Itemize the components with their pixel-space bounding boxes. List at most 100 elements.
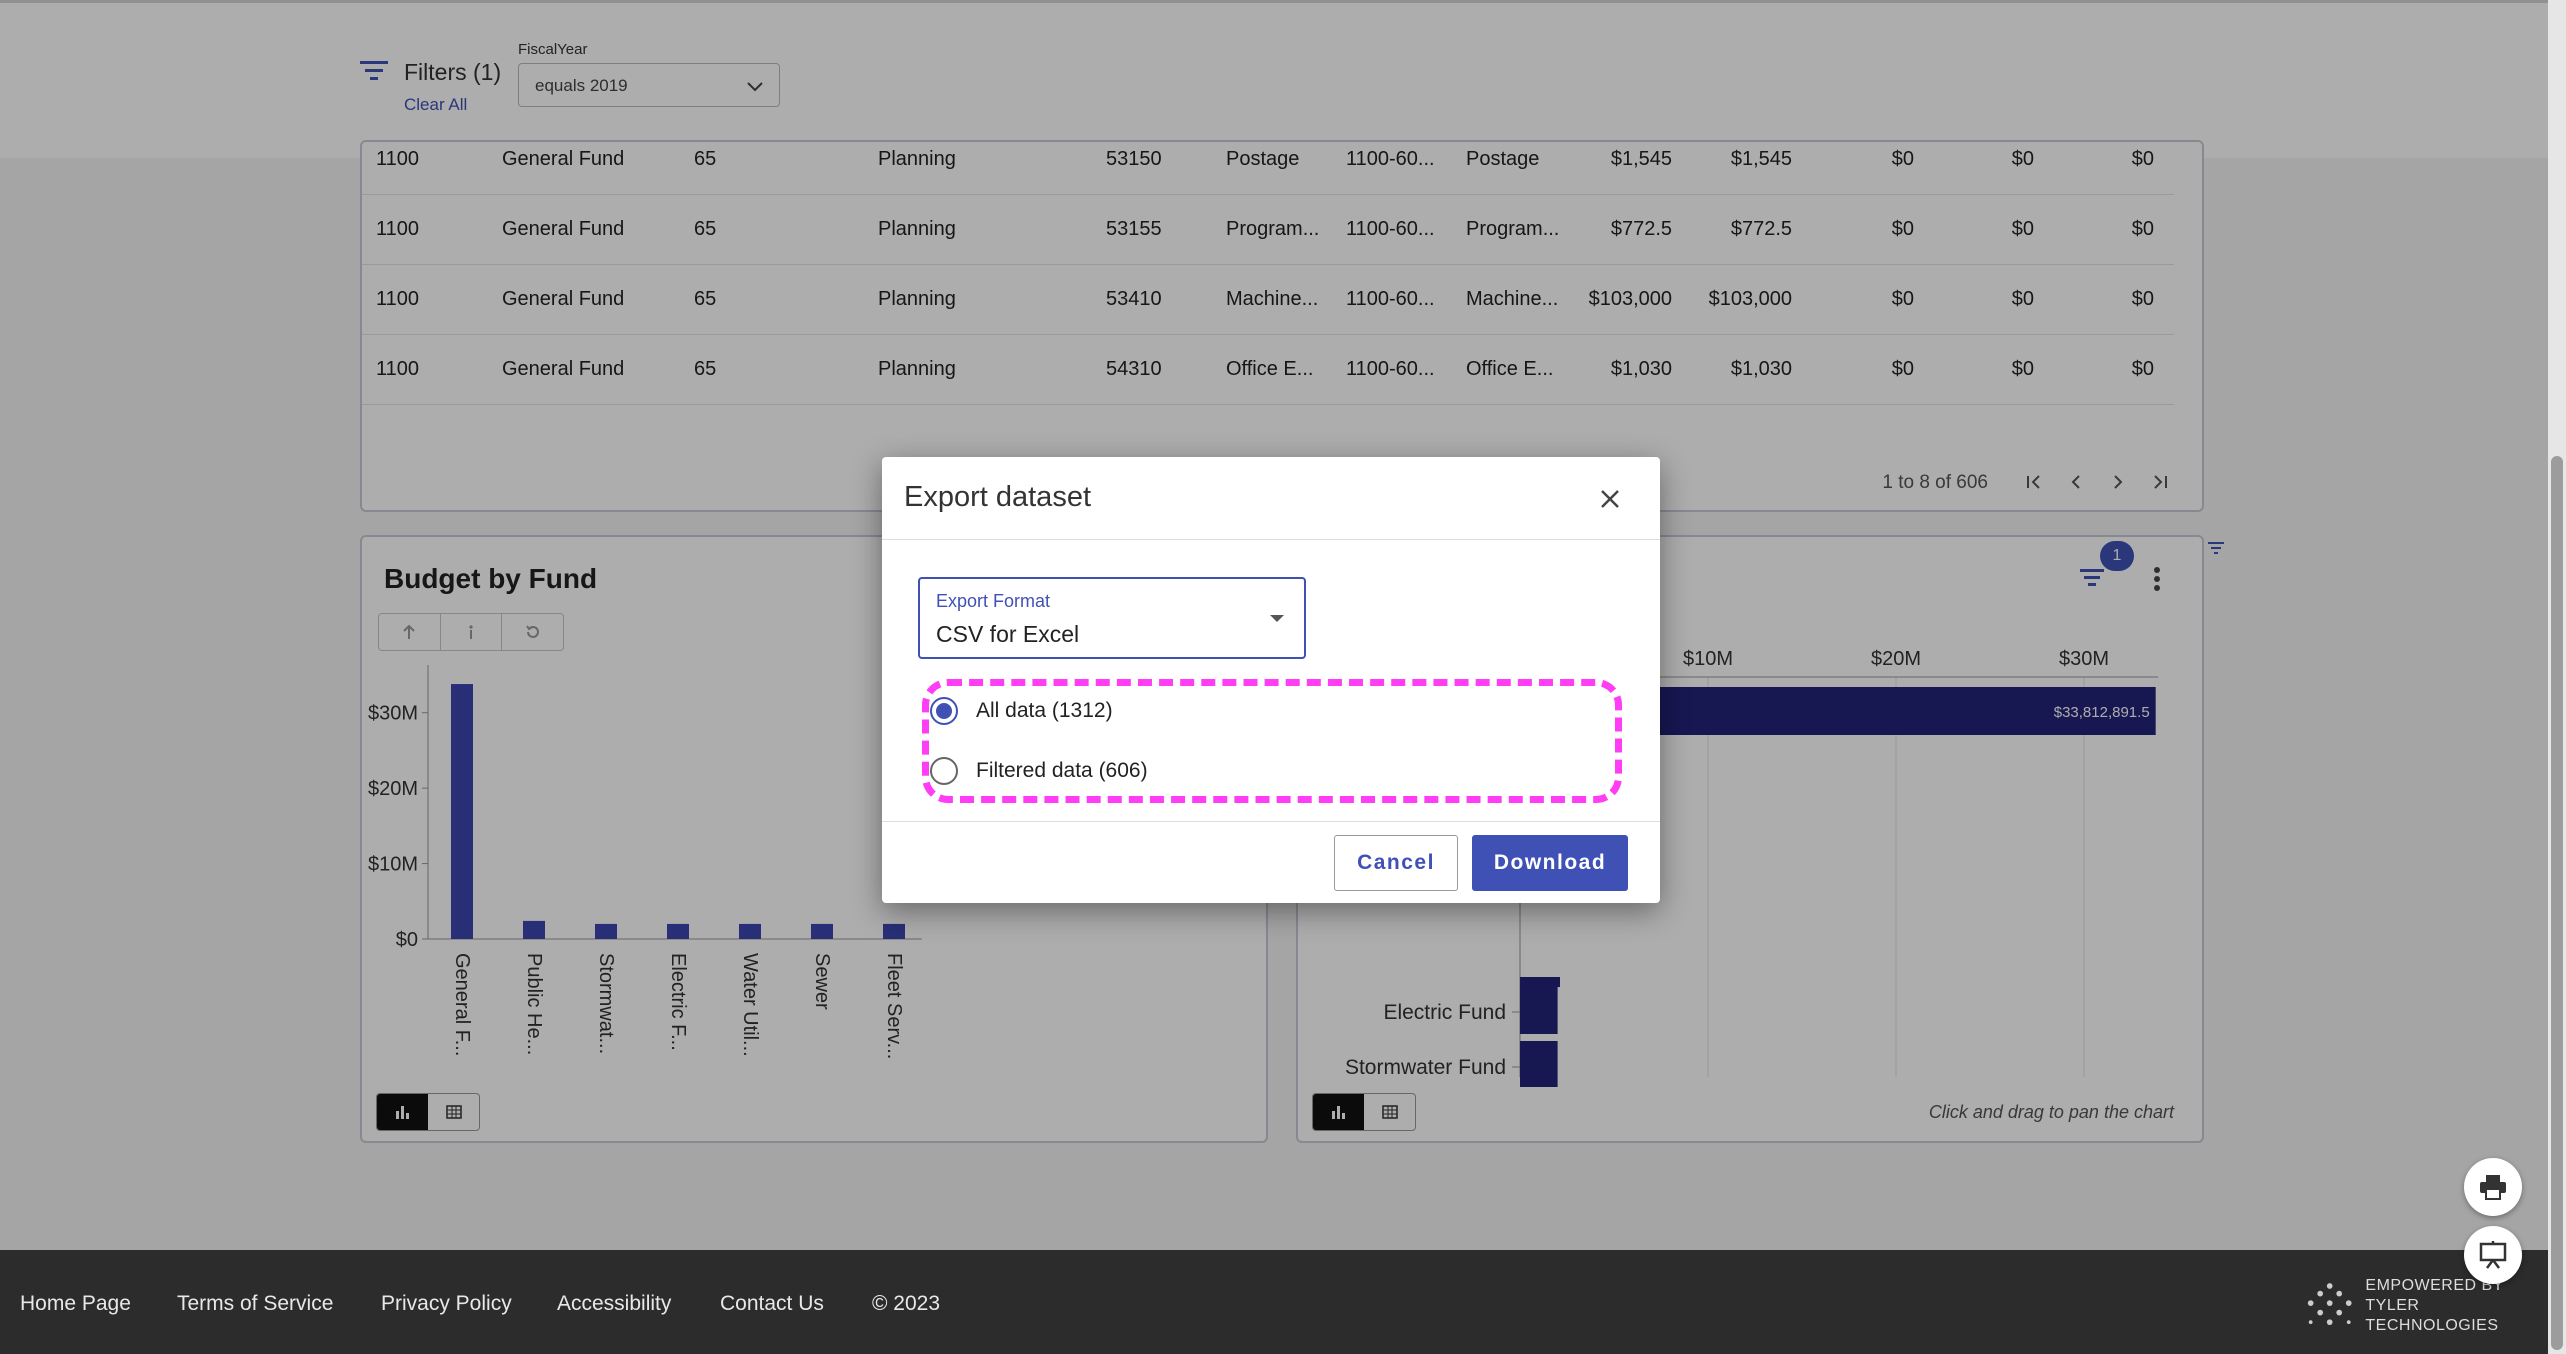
table-cell: 65 <box>694 218 717 240</box>
table-cell: General Fund <box>502 148 625 170</box>
radio-all-data[interactable] <box>930 697 958 725</box>
x-tick-label: Public He... <box>523 953 545 1055</box>
bar <box>739 923 761 939</box>
clear-all-link[interactable]: Clear All <box>404 95 468 114</box>
fiscal-year-value: equals 2019 <box>535 76 628 95</box>
y-tick-label: Stormwater Fund <box>1345 1056 1506 1079</box>
footer-link-privacy[interactable]: Privacy Policy <box>381 1292 512 1315</box>
y-tick-label: $10M <box>368 854 418 876</box>
y-tick-label: $30M <box>368 703 418 725</box>
filter-small-icon[interactable] <box>2206 540 2226 561</box>
filter-icon[interactable] <box>360 59 388 88</box>
table-cell: Program... <box>1466 218 1560 240</box>
table-cell: General Fund <box>502 358 625 380</box>
table-cell: 65 <box>694 288 717 310</box>
bar <box>667 923 689 939</box>
option-filtered-data-label: Filtered data (606) <box>976 759 1148 782</box>
data-table-card: 1100 General Fund 65 Planning 53150 Postage 11… <box>360 140 2204 512</box>
table-cell: $1,545 <box>1730 148 1792 170</box>
options-highlight <box>922 679 1622 803</box>
divider <box>882 539 1660 540</box>
bar <box>1520 1041 1558 1087</box>
table-cell: $1,545 <box>1610 148 1672 170</box>
export-format-select[interactable]: Export Format CSV for Excel <box>918 577 1306 659</box>
presentation-button[interactable] <box>2464 1226 2522 1284</box>
cancel-button[interactable]: Cancel <box>1334 835 1458 891</box>
x-tick-label: Electric F... <box>667 953 689 1051</box>
more-vert-icon[interactable] <box>2152 565 2162 598</box>
bar-chart-icon[interactable] <box>1313 1094 1364 1130</box>
card-title: Budget by Fund <box>384 563 598 594</box>
table-cell: $103,000 <box>1708 288 1792 310</box>
table-cell: $0 <box>1891 218 1914 240</box>
divider <box>882 821 1660 822</box>
tyler-brand: EMPOWERED BY TYLER TECHNOLOGIES <box>2304 1276 2548 1336</box>
table-cell: 1100 <box>376 358 420 380</box>
table-cell: 53150 <box>1106 148 1162 170</box>
table-cell: 1100 <box>376 148 420 170</box>
footer-copyright: © 2023 <box>872 1292 941 1315</box>
filters-label[interactable]: Filters (1) <box>404 59 502 85</box>
option-all-data-label: All data (1312) <box>976 699 1113 722</box>
x-tick-label: $30M <box>2059 648 2109 670</box>
table-row[interactable]: 1100 General Fund 65 Planning 53410 Machine..… <box>362 264 2174 335</box>
table-cell: $0 <box>1891 148 1914 170</box>
bar <box>595 923 617 939</box>
x-tick-label: $20M <box>1871 648 1921 670</box>
table-cell: $0 <box>1891 288 1914 310</box>
print-button[interactable] <box>2464 1158 2522 1216</box>
table-row[interactable]: 1100 General Fund 65 Planning 53150 Postage 11… <box>362 142 2174 195</box>
table-cell: Machine... <box>1226 288 1319 310</box>
tyler-logo-icon <box>2307 1283 2352 1326</box>
drill-up-icon[interactable] <box>379 614 441 650</box>
first-page-icon[interactable] <box>2016 464 2052 500</box>
footer-link-accessibility[interactable]: Accessibility <box>557 1292 672 1315</box>
footer-link-terms[interactable]: Terms of Service <box>177 1292 334 1315</box>
y-tick-label: Electric Fund <box>1383 1001 1506 1024</box>
option-filtered-data[interactable]: Filtered data (606) <box>930 757 1148 785</box>
table-cell: $0 <box>2131 148 2154 170</box>
chart-filter-icon[interactable] <box>2078 563 2108 594</box>
table-cell: 1100-60... <box>1346 288 1435 310</box>
next-page-icon[interactable] <box>2100 464 2136 500</box>
footer-link-home[interactable]: Home Page <box>20 1292 131 1315</box>
table-cell: 1100-60... <box>1346 218 1435 240</box>
table-view-icon[interactable] <box>1364 1094 1415 1130</box>
x-tick-label: General F... <box>451 953 473 1056</box>
option-all-data[interactable]: All data (1312) <box>930 697 1113 725</box>
export-format-label: Export Format <box>936 591 1051 611</box>
fiscal-year-select[interactable]: equals 2019 <box>518 63 780 107</box>
download-button[interactable]: Download <box>1472 835 1628 891</box>
view-toggle <box>376 1093 480 1131</box>
table-cell: 1100 <box>376 218 420 240</box>
pager-text: 1 to 8 of 606 <box>1882 472 1988 493</box>
reset-icon[interactable] <box>502 614 563 650</box>
budget-by-fund-chart[interactable]: $0 $10M $20M $30M General F... Public He... St… <box>362 657 962 1077</box>
bar-chart-icon[interactable] <box>377 1094 428 1130</box>
table-row[interactable]: 1100 General Fund 65 Planning 54310 Office E.… <box>362 334 2174 405</box>
table-view-icon[interactable] <box>428 1094 479 1130</box>
table-row[interactable]: 1100 General Fund 65 Planning 53155 Program..… <box>362 194 2174 265</box>
scrollbar-thumb[interactable] <box>2551 456 2563 1350</box>
dropdown-arrow-icon <box>1270 615 1284 622</box>
previous-page-icon[interactable] <box>2058 464 2094 500</box>
radio-filtered-data[interactable] <box>930 757 958 785</box>
close-icon[interactable] <box>1594 483 1626 515</box>
bar <box>811 923 833 939</box>
fiscal-year-label: FiscalYear <box>518 41 588 58</box>
y-tick-label: $0 <box>396 929 418 951</box>
chevron-down-icon <box>745 76 765 101</box>
table-cell: Planning <box>878 148 956 170</box>
x-tick-label: Stormwat... <box>595 953 617 1054</box>
table-cell: 1100-60... <box>1346 358 1435 380</box>
table-cell: $0 <box>2011 218 2034 240</box>
footer-link-contact[interactable]: Contact Us <box>720 1292 824 1315</box>
last-page-icon[interactable] <box>2142 464 2178 500</box>
pan-hint: Click and drag to pan the chart <box>1928 1102 2174 1122</box>
more-info-icon[interactable] <box>441 614 503 650</box>
brand-line-1: EMPOWERED BY <box>2365 1277 2504 1294</box>
table-cell: 1100 <box>376 288 420 310</box>
y-tick-label: $20M <box>368 778 418 800</box>
table-cell: $0 <box>2131 218 2154 240</box>
table-cell: Postage <box>1226 148 1300 170</box>
